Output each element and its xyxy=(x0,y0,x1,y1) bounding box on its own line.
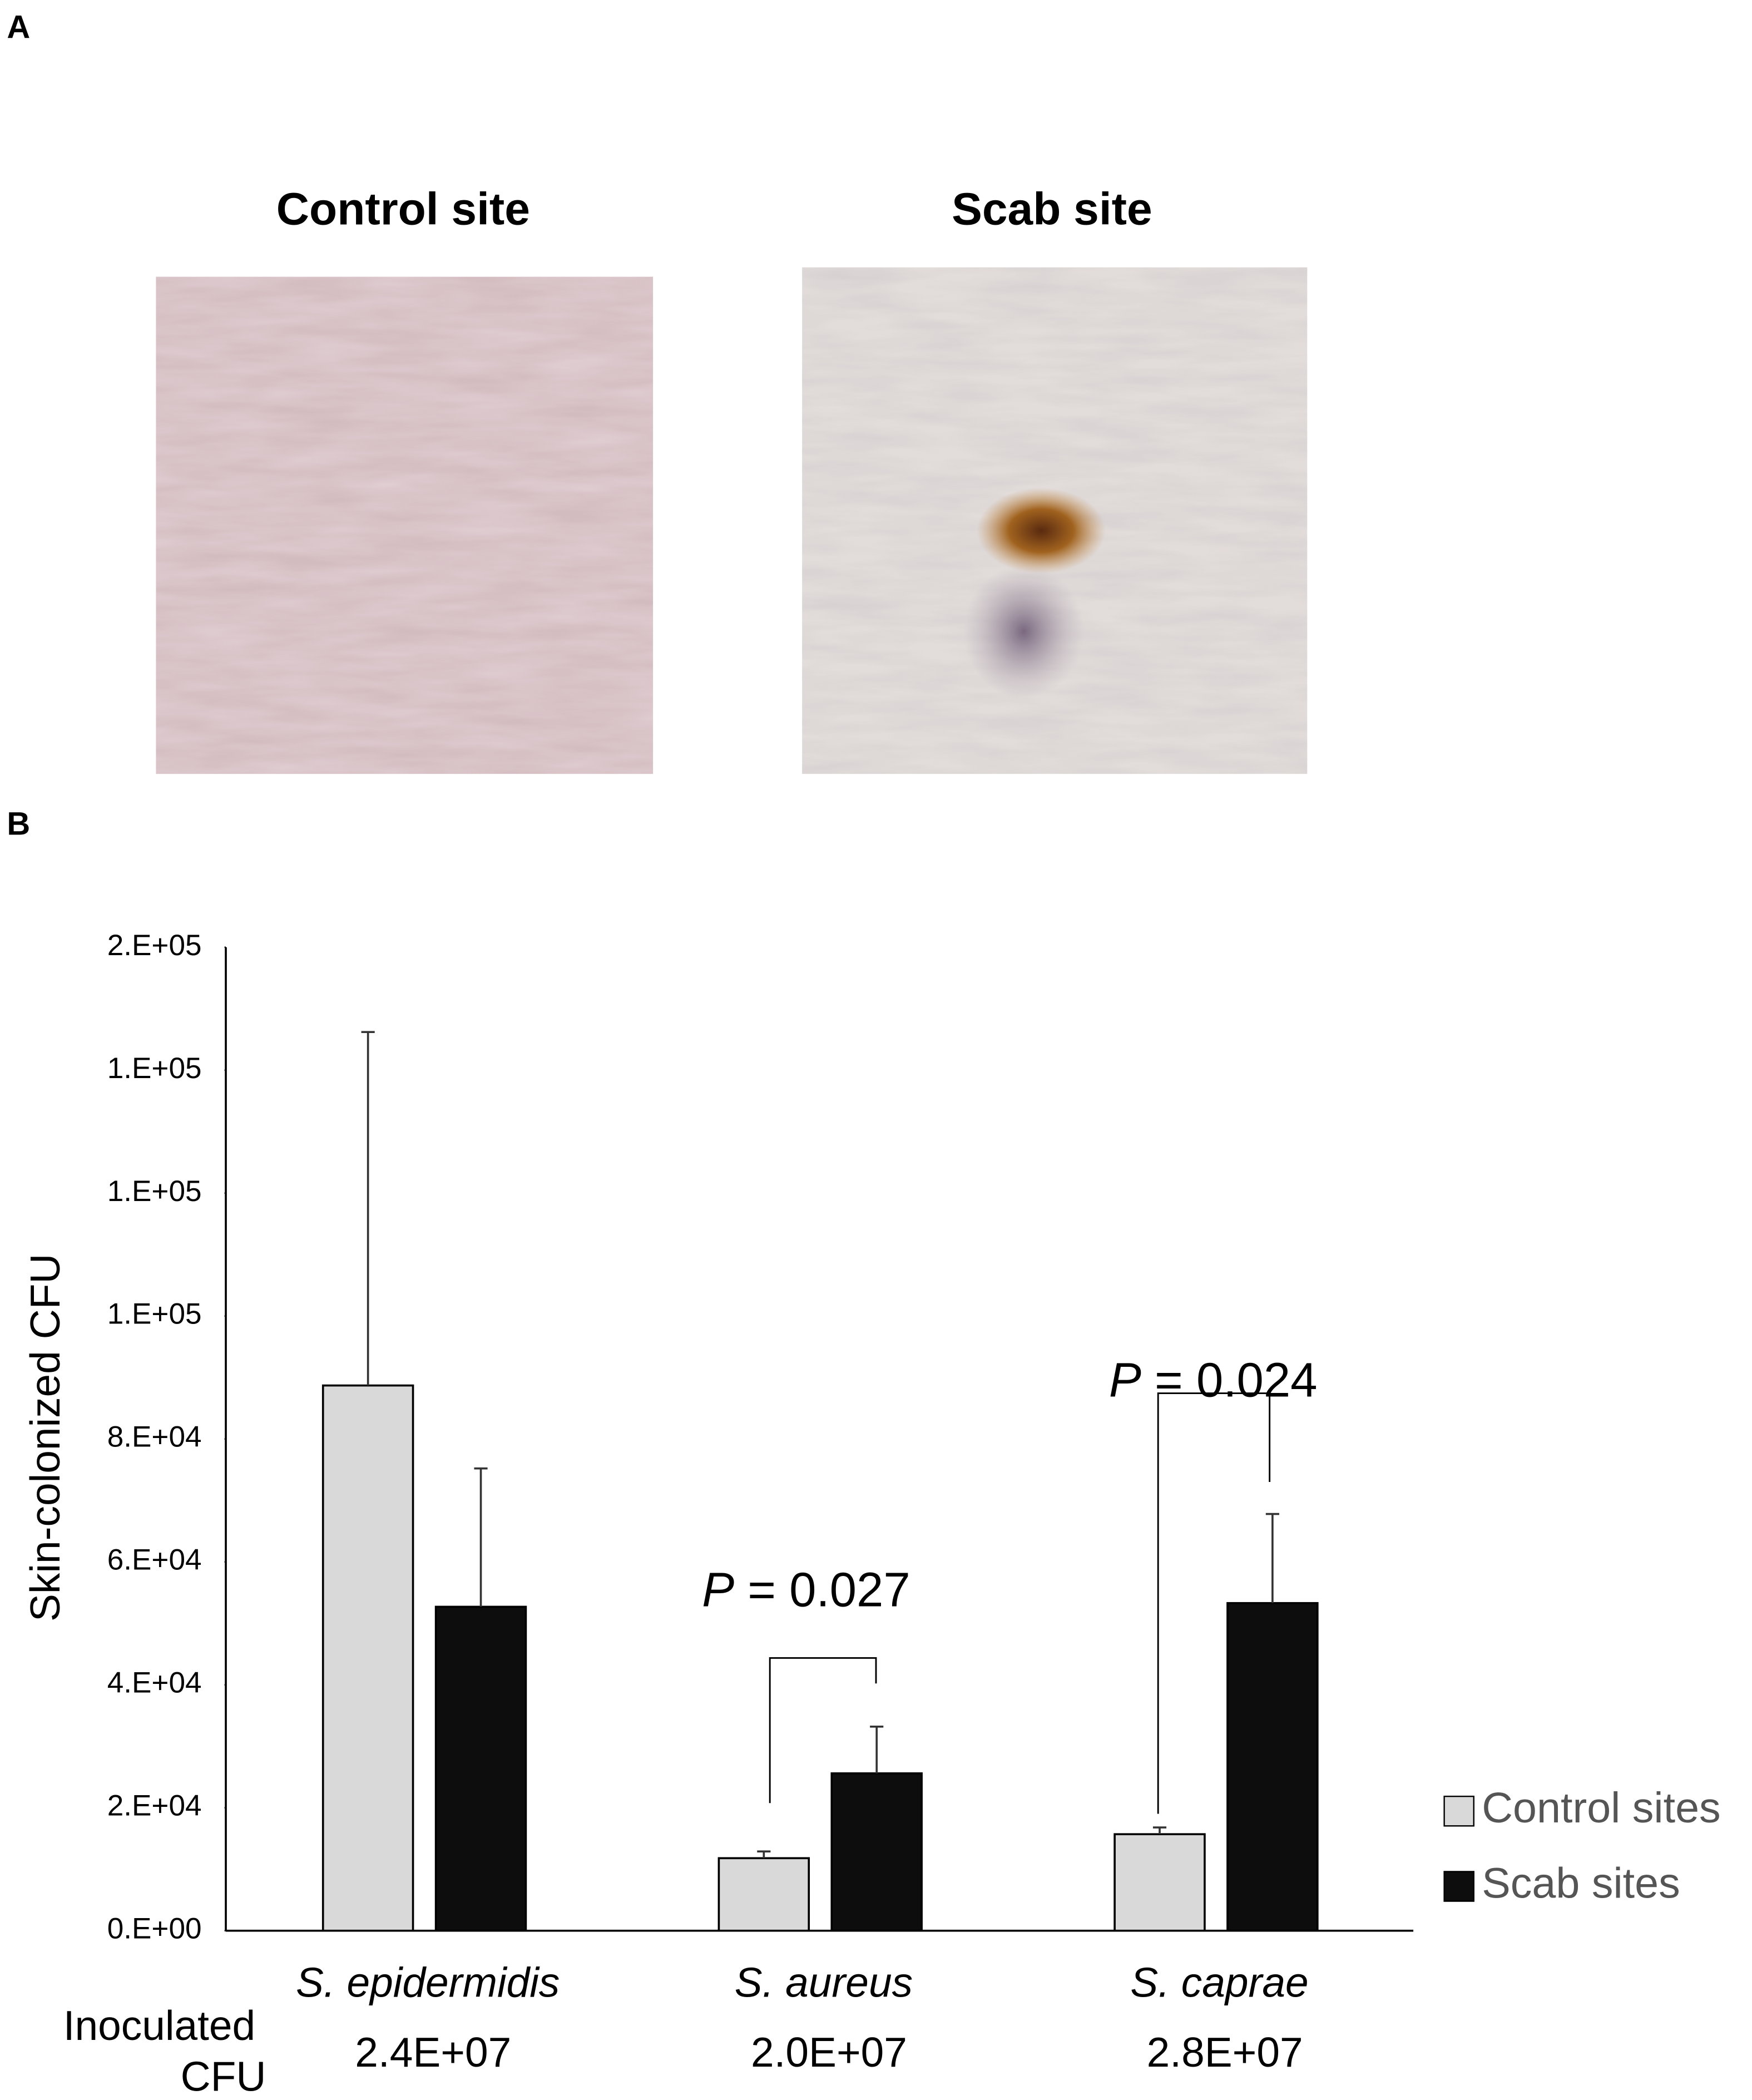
bar xyxy=(830,1772,923,1932)
annotation: P = 0.027 xyxy=(702,1563,910,1617)
y-tick-label: 1.E+05 xyxy=(107,1175,202,1208)
error-bar xyxy=(474,1467,488,1607)
panel-label: A xyxy=(7,9,30,45)
inoculated-label: Inoculated xyxy=(63,2002,255,2049)
bar xyxy=(1226,1602,1319,1932)
control-photo xyxy=(156,276,654,774)
x-tick-label: S. aureus xyxy=(735,1959,913,2005)
legend-swatch xyxy=(1443,1795,1474,1827)
y-tick-label: 1.E+05 xyxy=(107,1052,202,1085)
image-title: Scab site xyxy=(952,184,1152,234)
y-tick-label: 1.E+05 xyxy=(107,1298,202,1331)
y-tick-label: 8.E+04 xyxy=(107,1421,202,1454)
error-bar xyxy=(757,1850,771,1859)
annotation-text: = 0.027 xyxy=(734,1563,910,1617)
error-bar xyxy=(1152,1826,1167,1835)
significance-bracket xyxy=(769,1657,877,1803)
inoculated-label: CFU xyxy=(181,2053,266,2100)
bar xyxy=(1113,1833,1206,1932)
x-tick-label: S. epidermidis xyxy=(296,1959,560,2005)
error-bar xyxy=(361,1031,375,1386)
inoculated-cfu: 2.4E+07 xyxy=(355,2029,511,2076)
y-tick-label: 0.E+00 xyxy=(107,1913,202,1945)
image-title: Control site xyxy=(276,184,530,234)
bar xyxy=(321,1384,414,1932)
error-bar xyxy=(1265,1513,1279,1603)
annotation-italic: P xyxy=(702,1563,734,1617)
bar xyxy=(717,1857,810,1932)
annotation-italic: P xyxy=(1109,1353,1141,1407)
scab-photo xyxy=(802,267,1308,774)
y-tick-label: 6.E+04 xyxy=(107,1544,202,1577)
error-bar xyxy=(870,1726,884,1773)
annotation: P = 0.024 xyxy=(1109,1353,1318,1407)
inoculated-cfu: 2.8E+07 xyxy=(1147,2029,1303,2076)
legend-label: Scab sites xyxy=(1482,1859,1680,1907)
y-axis-label: Skin-colonized CFU xyxy=(22,1254,68,1622)
annotation-text: = 0.024 xyxy=(1141,1353,1318,1407)
significance-bracket xyxy=(1157,1392,1271,1814)
legend-swatch xyxy=(1443,1871,1474,1902)
y-tick-label: 2.E+04 xyxy=(107,1790,202,1822)
panel-label: B xyxy=(7,807,30,842)
y-tick-label: 4.E+04 xyxy=(107,1667,202,1699)
bar xyxy=(434,1605,527,1932)
x-tick-label: S. caprae xyxy=(1130,1959,1308,2005)
y-tick-label: 2.E+05 xyxy=(107,929,202,962)
legend-label: Control sites xyxy=(1482,1784,1720,1832)
inoculated-cfu: 2.0E+07 xyxy=(751,2029,907,2076)
